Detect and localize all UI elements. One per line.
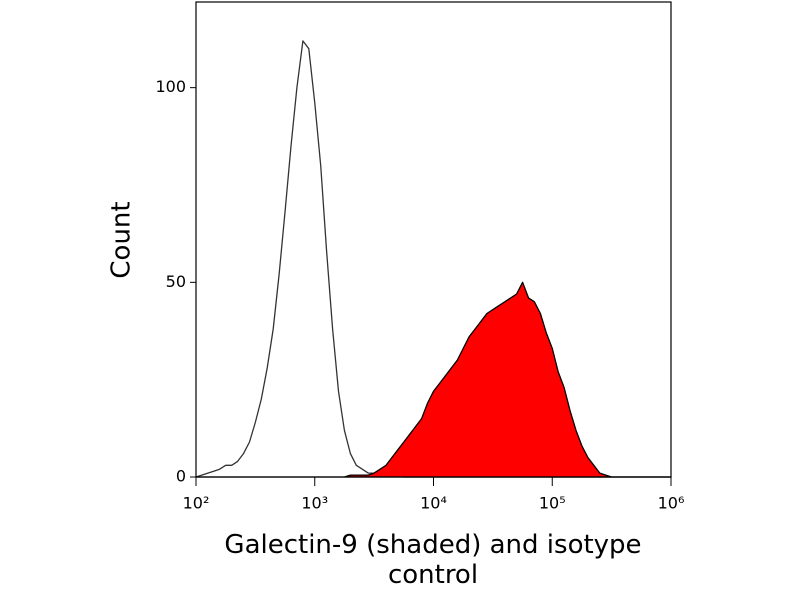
y-tick-label: 100 [155,77,186,96]
y-tick-label: 50 [166,272,186,291]
x-tick-label: 10⁵ [539,494,566,513]
histogram-area [195,281,672,478]
x-tick-label: 10⁴ [420,494,447,513]
y-tick-label: 0 [176,467,186,486]
x-tick-label: 10² [183,494,210,513]
x-axis-label: Galectin-9 (shaded) and isotype control [224,530,642,590]
x-tick-label: 10³ [301,494,328,513]
y-axis-label: Count [107,201,137,278]
x-tick-label: 10⁶ [658,494,685,513]
